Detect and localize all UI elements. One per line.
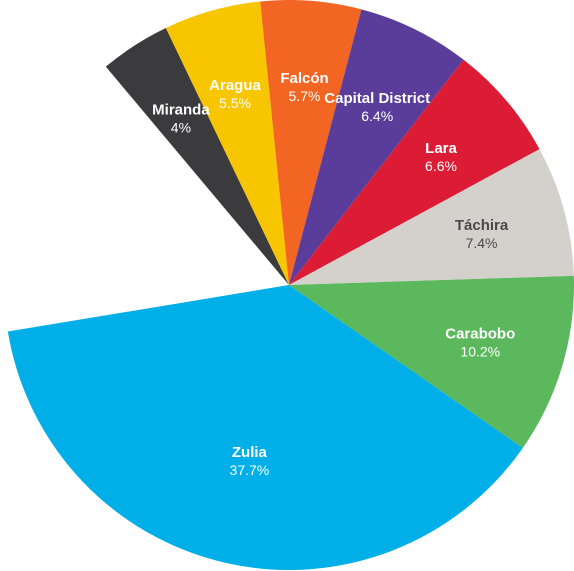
slice-label-carabobo: Carabobo	[445, 326, 515, 343]
pie-slice-carabobo	[289, 275, 574, 448]
pie-slice-tachira	[289, 149, 574, 285]
slice-label-tachira: Táchira	[455, 217, 509, 234]
slice-value-tachira: 7.4%	[466, 235, 498, 251]
slice-value-capital-district: 6.4%	[361, 108, 393, 124]
slice-value-miranda: 4%	[171, 119, 191, 135]
slice-value-zulia: 37.7%	[230, 462, 270, 478]
slice-label-aragua: Aragua	[209, 77, 261, 94]
pie-slice-lara	[289, 59, 540, 285]
slice-label-falcon: Falcón	[280, 70, 328, 87]
pie-slices	[7, 0, 574, 571]
pie-slice-capital-district	[289, 9, 464, 286]
slice-value-falcon: 5.7%	[289, 88, 321, 104]
pie-slice-miranda	[105, 27, 289, 286]
slice-label-miranda: Miranda	[152, 101, 210, 118]
pie-slice-falcon	[260, 0, 362, 285]
slice-value-aragua: 5.5%	[219, 95, 251, 111]
slice-value-lara: 6.6%	[425, 158, 457, 174]
pie-slice-zulia	[7, 285, 523, 571]
slice-label-lara: Lara	[425, 140, 457, 157]
slice-label-zulia: Zulia	[232, 444, 268, 461]
slice-label-capital-district: Capital District	[324, 90, 430, 107]
slice-value-carabobo: 10.2%	[460, 344, 500, 360]
pie-slice-aragua	[165, 1, 289, 286]
